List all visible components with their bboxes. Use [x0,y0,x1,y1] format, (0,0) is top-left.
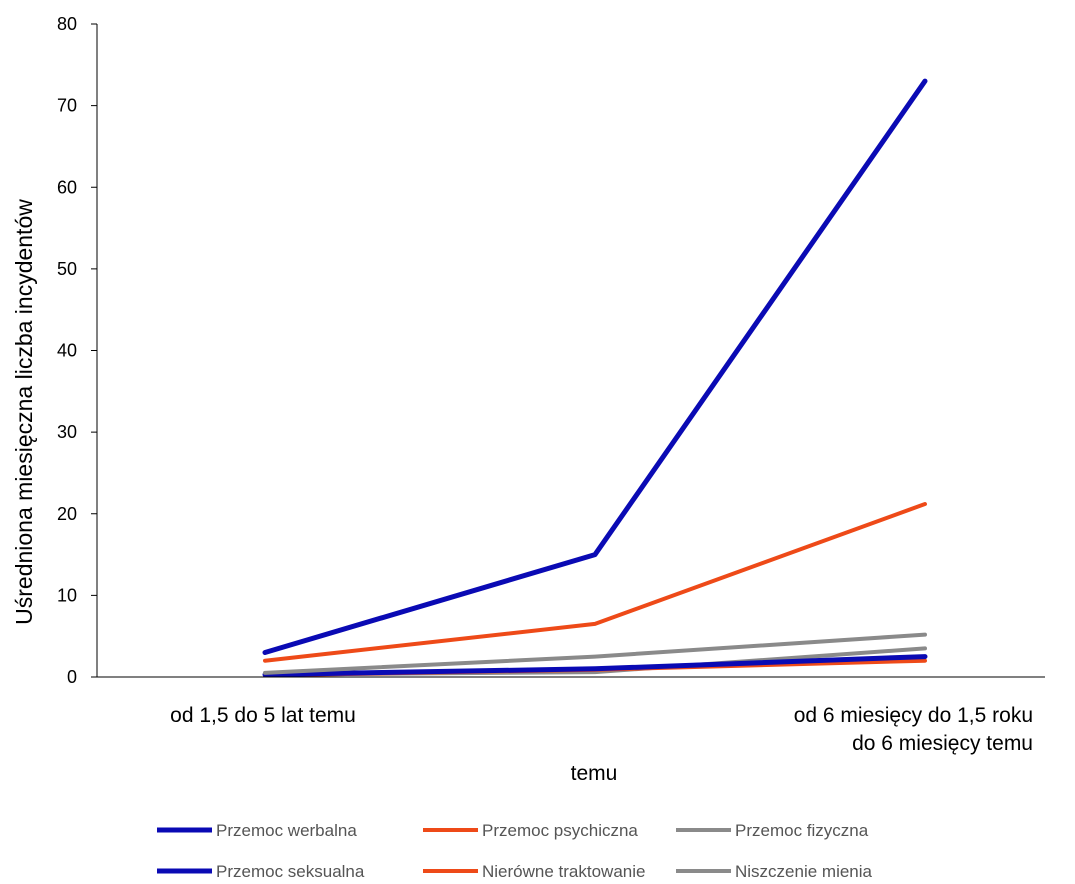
legend: Przemoc werbalna Przemoc psychiczna Przemo… [157,821,873,881]
y-axis: 0 10 20 30 40 50 60 70 80 [57,14,98,687]
y-tick-label: 70 [57,96,77,116]
series-line-przemoc-fizyczna [263,632,927,675]
category-label: od 1,5 do 5 lat temu [170,704,356,727]
legend-label: Przemoc psychiczna [482,821,638,840]
y-tick-label: 0 [67,667,77,687]
x-axis-title-line-2: do 6 miesięcy temu [852,732,1033,755]
y-tick-label: 10 [57,585,77,605]
y-tick-label: 20 [57,504,77,524]
x-axis-title-line-3: temu [571,762,618,785]
legend-label: Przemoc werbalna [216,821,357,840]
series-line-przemoc-seksualna [262,654,928,678]
y-tick-label: 50 [57,259,77,279]
series-lines [262,78,928,678]
legend-label: Przemoc fizyczna [735,821,869,840]
y-axis-title: Uśredniona miesięczna liczba incydentów [11,199,37,625]
series-line-przemoc-werbalna [262,78,928,655]
x-axis: od 1,5 do 5 lat temu od 6 miesięcy do 1,… [97,676,1045,785]
y-tick-label: 60 [57,177,77,197]
legend-label: Nierówne traktowanie [482,862,645,881]
legend-label: Przemoc seksualna [216,862,365,881]
y-tick-label: 80 [57,14,77,34]
series-line-przemoc-psychiczna [263,502,927,663]
y-tick-label: 30 [57,422,77,442]
y-tick-label: 40 [57,341,77,361]
x-axis-title-line-1: od 6 miesięcy do 1,5 roku [794,704,1033,727]
legend-label: Niszczenie mienia [735,862,873,881]
